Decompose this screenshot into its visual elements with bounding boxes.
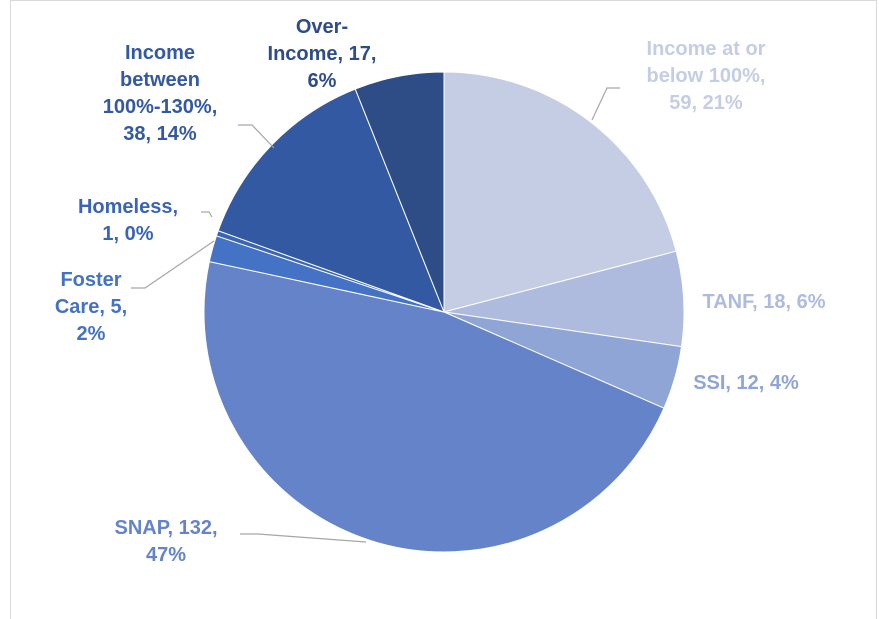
- data-label-line: 38, 14%: [123, 123, 197, 145]
- data-label-line: Foster: [60, 269, 121, 291]
- data-label-line: 100%-130%,: [103, 96, 218, 118]
- leader-line-income-at-or-below-100: [591, 87, 620, 121]
- data-label-ssi: SSI, 12, 4%: [693, 372, 799, 394]
- leader-line-foster-care: [131, 240, 215, 289]
- data-label-line: Income at or: [647, 38, 766, 60]
- data-label-line: Over-: [296, 16, 348, 38]
- data-label-line: 6%: [308, 70, 337, 92]
- data-label-line: SNAP, 132,: [114, 517, 217, 539]
- data-label-line: TANF, 18, 6%: [703, 291, 826, 313]
- data-label-line: Income: [125, 42, 195, 64]
- data-label-line: 47%: [146, 544, 186, 566]
- slice-snap: [203, 260, 665, 553]
- data-label-line: 1, 0%: [102, 223, 153, 245]
- data-label-line: Income, 17,: [268, 43, 377, 65]
- data-label-line: 2%: [77, 323, 106, 345]
- data-label-over-income: Over- Income, 17, 6%: [268, 16, 377, 92]
- data-label-tanf: TANF, 18, 6%: [703, 291, 826, 313]
- leader-lines: [131, 87, 620, 543]
- data-label-foster-care: Foster Care, 5, 2%: [55, 269, 127, 345]
- leader-line-homeless: [201, 211, 213, 218]
- data-label-snap: SNAP, 132, 47%: [114, 517, 217, 566]
- data-label-line: Care, 5,: [55, 296, 127, 318]
- data-label-line: below 100%,: [647, 65, 766, 87]
- data-label-income-between-100-130: Income between 100%-130%, 38, 14%: [103, 42, 218, 145]
- data-label-line: SSI, 12, 4%: [693, 372, 799, 394]
- data-labels: Income at or below 100%, 59, 21% TANF, 18, …: [55, 16, 826, 566]
- data-label-income-at-or-below-100: Income at or below 100%, 59, 21%: [647, 38, 766, 114]
- data-label-line: between: [120, 69, 200, 91]
- data-label-line: Homeless,: [78, 196, 178, 218]
- slice-income-at-or-below-100: [443, 71, 677, 313]
- leader-line-snap: [240, 533, 367, 543]
- pie-slices: [203, 71, 685, 553]
- data-label-homeless: Homeless, 1, 0%: [78, 196, 178, 245]
- slice-over-income: [354, 71, 445, 313]
- data-label-line: 59, 21%: [669, 92, 743, 114]
- leader-line-income-between-100-130: [238, 124, 275, 149]
